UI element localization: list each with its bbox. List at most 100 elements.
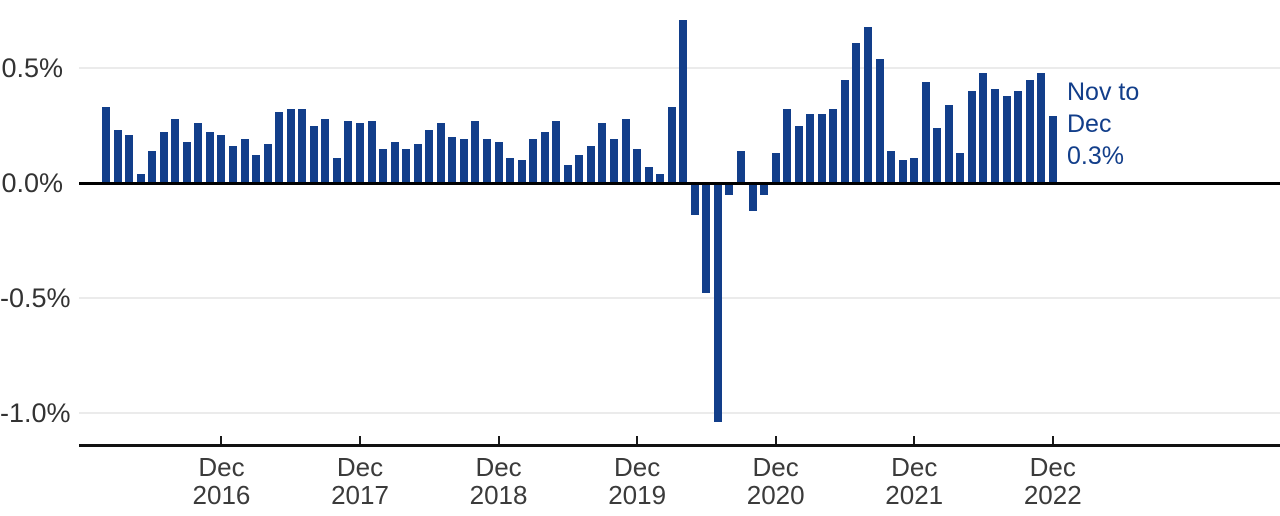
bar [598,123,607,183]
bar [921,81,930,183]
bar [840,79,849,183]
bar [737,150,746,183]
bar [136,173,145,183]
bar [367,120,376,183]
x-axis-label: Dec 2016 [171,453,271,509]
bar [263,143,272,183]
x-axis-label-year: 2017 [331,480,389,510]
annotation-line-2: Dec [1067,110,1112,138]
bar [344,120,353,183]
x-axis-label-month: Dec [198,452,245,482]
bar [448,137,457,183]
bar [286,109,295,183]
bar [205,132,214,183]
x-axis-label-month: Dec [613,452,661,482]
bar [887,150,896,183]
bar [506,157,515,183]
bar [829,109,838,183]
x-axis-tick [636,436,639,444]
bar [875,58,884,183]
x-axis-label: Dec 2022 [1003,453,1103,509]
bar [760,183,769,195]
bar [483,139,492,183]
bar [309,125,318,183]
bar [159,132,168,183]
bar [436,123,445,183]
bar [182,141,191,183]
bar [644,166,653,183]
bar [540,132,549,183]
bar [690,183,699,216]
bar [425,130,434,183]
bar [794,125,803,183]
bar [194,123,203,183]
bar [356,123,364,183]
x-axis-label-year: 2016 [192,480,251,510]
bar [898,160,907,183]
annotation-line-3: 0.3% [1067,142,1124,170]
y-axis-label: 0.5% [1,53,63,83]
bar [817,114,826,183]
x-axis-label-year: 2019 [608,480,667,510]
annotation-nov-to-dec: Nov to Dec 0.3% [1067,76,1139,172]
bar [783,109,792,183]
x-axis-label-year: 2020 [746,480,805,510]
x-axis-tick [1051,436,1054,444]
bar [910,157,919,183]
bar [379,148,388,183]
bar [102,107,110,183]
bar [113,130,122,183]
bar [563,164,572,183]
bar [1037,72,1046,183]
bar [1025,79,1034,183]
x-axis-label-year: 2022 [1023,480,1082,510]
bar [725,183,734,195]
bar [402,148,411,183]
bar [806,114,815,183]
bar [275,111,284,183]
bar [125,134,134,183]
bar [933,127,942,183]
x-axis-label-month: Dec [752,452,799,482]
x-axis-label-year: 2021 [885,480,944,510]
x-axis-line [79,444,1280,447]
bar [298,109,307,183]
x-axis-tick [913,436,916,444]
bar [967,91,976,183]
gridline [79,412,1280,414]
bar [471,120,480,183]
annotation-line-1: Nov to [1067,78,1140,106]
x-axis-label-month: Dec [1029,452,1076,482]
x-axis-label: Dec 2019 [587,453,687,509]
bar [517,160,526,183]
x-axis-label: Dec 2017 [310,453,410,509]
zero-baseline [79,181,1280,185]
bar [586,146,595,183]
bar [633,148,642,183]
bar [321,118,330,183]
bar [459,139,468,183]
y-axis-label: 0.0% [1,168,63,198]
x-axis-tick [220,436,223,444]
bar [713,183,722,423]
bar [991,88,1000,183]
bar [529,139,538,183]
bar [1014,91,1023,183]
bar [621,118,630,183]
bar [610,139,619,183]
bar [748,183,757,211]
x-axis-label: Dec 2018 [449,453,549,509]
bar [494,141,503,183]
x-axis-tick [774,436,777,444]
bar [656,173,665,183]
bar [944,104,953,183]
x-axis-label-month: Dec [336,452,384,482]
x-axis-tick [359,436,361,444]
x-axis-label-year: 2018 [469,480,528,510]
y-axis-label: -1.0% [0,398,71,428]
x-axis-label: Dec 2021 [864,453,964,509]
bar [552,120,561,183]
bar [679,19,688,183]
bar [332,157,341,183]
